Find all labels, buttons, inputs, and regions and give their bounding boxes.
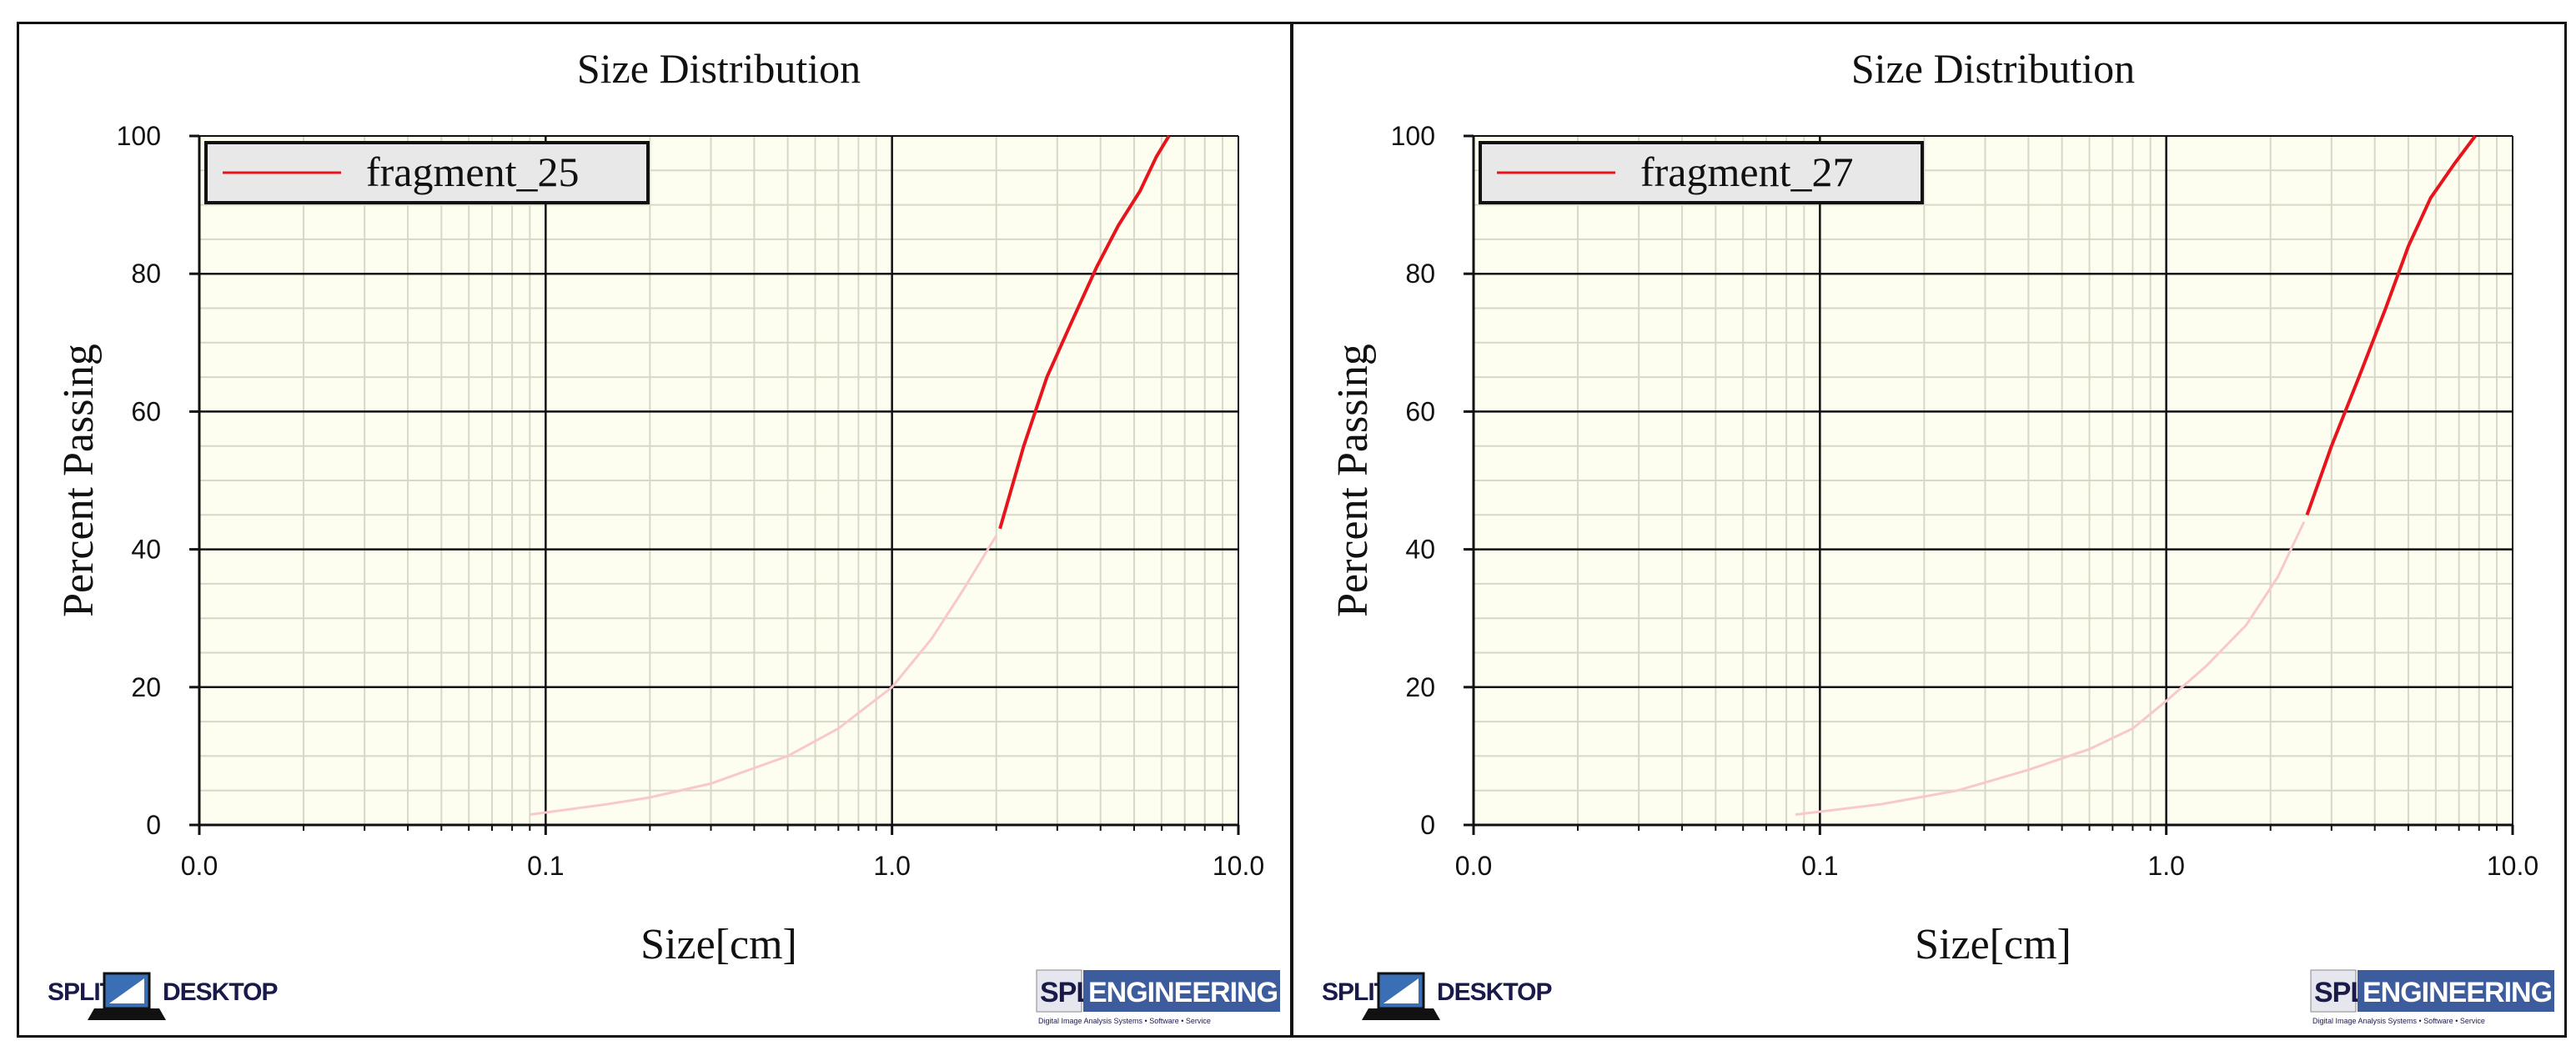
y-tick-label: 80 [131,259,161,289]
x-tick-label: 1.0 [873,851,910,881]
x-tick-label: 0.0 [181,851,218,881]
logo-suffix-text: DESKTOP [163,978,277,1006]
engineering-logo-box [2358,970,2554,1012]
split-logo-box [1036,969,1082,1013]
x-axis-label: Size[cm] [640,921,797,968]
split-logo-box [2310,969,2357,1013]
chart-title: Size Distribution [577,45,861,92]
x-tick-label: 0.0 [1455,851,1492,881]
x-tick-label: 0.1 [527,851,564,881]
y-tick-label: 60 [1405,396,1435,426]
y-tick-label: 40 [1405,535,1435,565]
grid [199,136,1238,825]
split-desktop-logo: SPLIT DESKTOP [1322,972,1552,1020]
y-tick-label: 0 [1420,810,1435,840]
split-desktop-logo: SPLIT DESKTOP [48,972,278,1020]
legend-label: fragment_25 [366,148,579,195]
engineering-logo-box [1083,970,1280,1012]
y-tick-label: 20 [1405,672,1435,702]
laptop-screen-shape [109,978,144,1003]
chart-svg: Size Distribution 0 20 40 60 80 100 0.0 0.1 1.0 10… [48,45,1280,1025]
legend: fragment_25 [204,141,650,204]
grid [1474,136,2513,825]
engineering-logo-text: ENGINEERING [1088,977,1278,1008]
y-tick-label: 40 [131,535,161,565]
legend-box [204,141,650,204]
x-axis-label: Size[cm] [1915,921,2071,968]
y-tick-label: 60 [131,396,161,426]
logo-tagline: Digital Image Analysis Systems • Softwar… [1038,1017,1211,1025]
series-line-faint [1795,520,2306,817]
laptop-base-icon [1362,1008,1440,1020]
series-line [2305,134,2477,515]
x-tick-label: 10.0 [2487,851,2538,881]
legend: fragment_27 [1479,141,1924,204]
x-tick-label: 0.1 [1801,851,1838,881]
y-tick-label: 100 [117,121,161,151]
series-line [998,134,1171,530]
chart-title: Size Distribution [1851,45,2135,92]
y-tick-label: 100 [1391,121,1435,151]
y-axis-label: Percent Passing [55,344,103,617]
y-tick-label: 0 [146,810,161,840]
series-line-faint [530,535,997,817]
y-tick-label: 80 [1405,259,1435,289]
laptop-base-icon [88,1008,166,1020]
x-tick-label: 10.0 [1213,851,1264,881]
x-tick-label: 1.0 [2147,851,2184,881]
chart-panel-fragment-25: Size Distribution 0 20 40 60 80 100 0.0 0.1 1.0 10… [17,22,1293,1038]
y-axis-label: Percent Passing [1329,344,1377,617]
engineering-logo-text: ENGINEERING [2363,977,2552,1008]
chart-svg: Size Distribution 0 20 40 60 80 100 0.0 0.1 1.0 10… [1322,45,2554,1025]
logo-tagline: Digital Image Analysis Systems • Softwar… [2312,1017,2485,1025]
y-tick-label: 20 [131,672,161,702]
legend-label: fragment_27 [1640,148,1853,195]
laptop-screen-shape [1383,978,1419,1003]
logo-suffix-text: DESKTOP [1437,978,1551,1006]
chart-panel-fragment-27: Size Distribution 0 20 40 60 80 100 0.0 0.1 1.0 10… [1291,22,2567,1038]
